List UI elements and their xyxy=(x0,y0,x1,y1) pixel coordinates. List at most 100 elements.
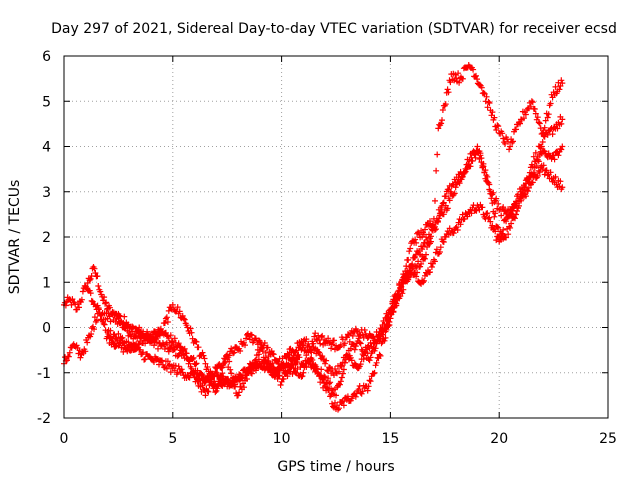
data-point-cluster xyxy=(214,353,230,371)
data-point-cluster xyxy=(290,344,306,364)
data-point xyxy=(507,143,514,150)
x-axis-ticks: 0 5 10 15 20 25 xyxy=(60,56,617,447)
y-tick-label: 0 xyxy=(42,321,51,337)
data-point-cluster xyxy=(421,199,447,262)
y-tick-label: 6 xyxy=(42,49,51,65)
chart-title: Day 297 of 2021, Sidereal Day-to-day VTE… xyxy=(51,21,617,37)
x-tick-label: 0 xyxy=(60,431,69,447)
data-point xyxy=(435,125,442,132)
data-point-cluster xyxy=(466,63,475,71)
y-tick-label: 2 xyxy=(42,230,51,246)
data-point-cluster xyxy=(518,173,534,197)
y-tick-label: -1 xyxy=(37,366,51,382)
data-point-cluster xyxy=(105,309,121,325)
y-tick-label: 1 xyxy=(42,275,51,291)
data-point-cluster xyxy=(214,373,241,392)
data-point xyxy=(507,224,514,231)
data-point xyxy=(322,360,329,367)
data-point-cluster xyxy=(312,362,328,383)
x-tick-label: 10 xyxy=(273,431,291,447)
y-tick-label: 3 xyxy=(42,185,51,201)
data-point xyxy=(539,129,546,136)
x-tick-label: 20 xyxy=(490,431,508,447)
data-point-cluster xyxy=(149,326,164,344)
data-point-cluster xyxy=(497,128,513,153)
data-point-cluster xyxy=(170,335,186,354)
data-point-cluster xyxy=(334,394,349,413)
data-point-cluster xyxy=(127,323,143,337)
data-point-cluster xyxy=(551,145,565,163)
data-point-cluster xyxy=(471,72,484,89)
data-point-cluster xyxy=(479,89,493,111)
data-point-cluster xyxy=(225,344,241,361)
data-point-cluster xyxy=(366,354,382,385)
data-point-cluster xyxy=(410,227,426,246)
data-point-cluster xyxy=(551,173,565,193)
data-point-cluster xyxy=(508,186,523,218)
data-point-cluster xyxy=(497,223,513,243)
data-point-cluster xyxy=(442,77,454,108)
data-point-cluster xyxy=(355,326,382,347)
data-point-cluster xyxy=(323,375,338,398)
data-point-cluster xyxy=(323,357,338,378)
x-tick-label: 25 xyxy=(599,431,617,447)
data-point-cluster xyxy=(540,162,556,185)
data-point-cluster xyxy=(421,260,436,284)
data-point-cluster xyxy=(92,270,106,300)
data-point-cluster xyxy=(301,338,317,370)
data-point-cluster xyxy=(488,109,502,133)
data-point-cluster xyxy=(475,201,491,222)
data-point-cluster xyxy=(149,353,175,376)
data-point-cluster xyxy=(551,113,565,132)
data-point-cluster xyxy=(301,347,317,372)
data-point-cluster xyxy=(453,210,469,233)
data-point-cluster xyxy=(497,204,513,221)
data-point-cluster xyxy=(236,361,262,381)
data-point-cluster xyxy=(432,151,441,204)
data-point-cluster xyxy=(170,304,186,322)
data-point-cluster xyxy=(449,70,463,86)
data-point-cluster xyxy=(442,168,469,200)
data-point-cluster xyxy=(83,285,99,310)
data-point-cluster xyxy=(486,214,502,244)
data-point-cluster xyxy=(399,253,426,287)
data-point-cluster xyxy=(431,236,447,265)
data-point-cluster xyxy=(279,361,306,380)
data-point-cluster xyxy=(246,331,262,348)
data-point-cluster xyxy=(257,357,284,374)
y-axis-ticks: -2 -1 0 1 2 3 4 5 6 xyxy=(37,49,608,427)
data-points xyxy=(61,62,566,413)
data-point-cluster xyxy=(436,102,447,129)
data-point-cluster xyxy=(279,345,295,367)
data-point-cluster xyxy=(192,338,208,362)
data-point-cluster xyxy=(421,218,436,238)
y-tick-label: 5 xyxy=(42,94,51,110)
data-point-cluster xyxy=(334,352,349,391)
data-point-cluster xyxy=(105,327,132,352)
data-point-cluster xyxy=(529,99,545,137)
data-point-cluster xyxy=(344,340,360,361)
data-point xyxy=(202,392,209,399)
data-point-cluster xyxy=(236,330,251,354)
y-axis-label: SDTVAR / TECUs xyxy=(7,180,23,295)
data-point-cluster xyxy=(344,390,360,404)
data-point-cluster xyxy=(475,148,491,182)
y-tick-label: 4 xyxy=(42,140,51,156)
data-point-cluster xyxy=(410,243,426,261)
data-point-cluster xyxy=(508,195,523,227)
x-tick-label: 5 xyxy=(168,431,177,447)
data-point-cluster xyxy=(464,147,480,171)
x-axis-label: GPS time / hours xyxy=(277,459,394,475)
data-point-cluster xyxy=(70,341,84,361)
data-point-cluster xyxy=(529,148,545,179)
data-point-cluster xyxy=(442,225,458,240)
data-point-cluster xyxy=(116,312,132,329)
data-point-cluster xyxy=(94,302,110,323)
data-point-cluster xyxy=(508,119,523,146)
data-point-cluster xyxy=(192,370,219,389)
data-point-cluster xyxy=(312,345,328,363)
data-point-cluster xyxy=(170,362,197,381)
data-point xyxy=(376,351,383,358)
data-point-cluster xyxy=(79,332,93,356)
